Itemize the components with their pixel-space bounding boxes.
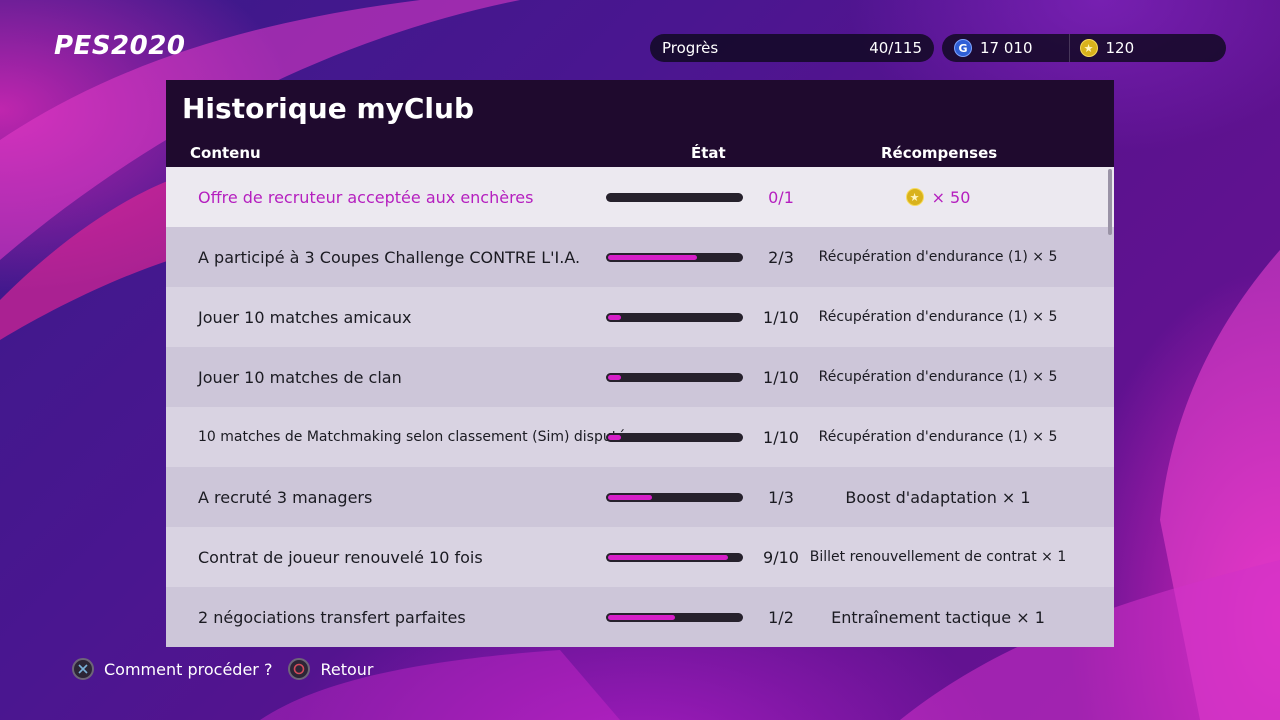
column-header-state: État bbox=[691, 144, 726, 162]
progress-bar bbox=[606, 432, 743, 442]
objective-state: 1/10 bbox=[763, 367, 799, 387]
progress-label: Progrès bbox=[662, 39, 719, 57]
footer-controls: Comment procéder ? Retour bbox=[72, 658, 373, 680]
objective-label: 2 négociations transfert parfaites bbox=[198, 607, 466, 627]
back-label[interactable]: Retour bbox=[320, 659, 374, 679]
reward-text: Récupération d'endurance (1) × 5 bbox=[818, 249, 1058, 265]
objective-row[interactable]: Contrat de joueur renouvelé 10 fois 9/10 B… bbox=[166, 527, 1114, 587]
coins-value: 120 bbox=[1105, 39, 1135, 57]
objective-reward: Billet renouvellement de contrat × 1 bbox=[810, 549, 1067, 565]
objective-label: Offre de recruteur acceptée aux enchères bbox=[198, 187, 534, 207]
progress-bar-fill bbox=[608, 374, 621, 380]
objective-row[interactable]: Offre de recruteur acceptée aux enchères… bbox=[166, 167, 1114, 227]
progress-bar-fill bbox=[608, 314, 621, 320]
objective-label: Contrat de joueur renouvelé 10 fois bbox=[198, 547, 483, 567]
reward-text: Entraînement tactique × 1 bbox=[831, 607, 1045, 627]
progress-bar bbox=[606, 252, 743, 262]
objective-state: 1/2 bbox=[768, 607, 794, 627]
game-logo: PES2020 bbox=[54, 31, 186, 61]
objective-reward: Récupération d'endurance (1) × 5 bbox=[814, 429, 1062, 445]
progress-bar bbox=[606, 552, 743, 562]
objective-state: 2/3 bbox=[768, 247, 794, 267]
objective-state: 1/10 bbox=[763, 307, 799, 327]
objectives-list[interactable]: Offre de recruteur acceptée aux enchères… bbox=[166, 167, 1114, 647]
progress-bar-fill bbox=[608, 254, 697, 260]
column-header-content: Contenu bbox=[190, 144, 261, 162]
scrollbar[interactable] bbox=[1108, 169, 1112, 235]
objective-state: 9/10 bbox=[763, 547, 799, 567]
progress-bar bbox=[606, 312, 743, 322]
objective-row[interactable]: 10 matches de Matchmaking selon classeme… bbox=[166, 407, 1114, 467]
page-title: Historique myClub bbox=[182, 92, 474, 125]
objective-state: 0/1 bbox=[768, 187, 794, 207]
circle-button-icon[interactable] bbox=[288, 658, 311, 680]
gp-coin-icon: G bbox=[954, 39, 972, 57]
panel-header: Historique myClub Contenu État Récompens… bbox=[166, 80, 1114, 167]
objective-row[interactable]: Jouer 10 matches amicaux 1/10 Récupération… bbox=[166, 287, 1114, 347]
reward-text: Billet renouvellement de contrat × 1 bbox=[809, 549, 1067, 565]
progress-bar-fill bbox=[608, 434, 621, 440]
progress-bar-fill bbox=[608, 554, 728, 560]
objective-state: 1/10 bbox=[763, 427, 799, 447]
column-header-rewards: Récompenses bbox=[881, 144, 998, 162]
progress-bar bbox=[606, 192, 743, 202]
objective-reward: Récupération d'endurance (1) × 5 bbox=[814, 249, 1062, 265]
objective-label: A participé à 3 Coupes Challenge CONTRE … bbox=[198, 247, 581, 267]
currency-hud: G 17 010 ★ 120 bbox=[942, 34, 1226, 62]
reward-text: Récupération d'endurance (1) × 5 bbox=[818, 429, 1058, 445]
objective-reward: Boost d'adaptation × 1 bbox=[814, 488, 1062, 507]
objective-state: 1/3 bbox=[768, 487, 794, 507]
objective-label: A recruté 3 managers bbox=[198, 487, 373, 507]
objective-reward: Entraînement tactique × 1 bbox=[814, 608, 1062, 627]
gp-value: 17 010 bbox=[980, 39, 1033, 57]
progress-value: 40/115 bbox=[869, 39, 922, 57]
progress-bar bbox=[606, 492, 743, 502]
coins-balance: ★ 120 bbox=[1079, 39, 1135, 57]
progress-hud: Progrès 40/115 bbox=[650, 34, 934, 62]
reward-text: Récupération d'endurance (1) × 5 bbox=[818, 369, 1058, 385]
reward-text: × 50 bbox=[931, 187, 971, 207]
objective-reward: Récupération d'endurance (1) × 5 bbox=[814, 309, 1062, 325]
objective-row[interactable]: A participé à 3 Coupes Challenge CONTRE … bbox=[166, 227, 1114, 287]
history-panel: Historique myClub Contenu État Récompens… bbox=[166, 80, 1114, 647]
gp-balance: G 17 010 bbox=[954, 39, 1033, 57]
cross-button-icon[interactable] bbox=[72, 658, 94, 680]
coin-star-icon: ★ bbox=[905, 188, 924, 206]
objective-label: 10 matches de Matchmaking selon classeme… bbox=[198, 429, 634, 445]
objective-row[interactable]: Jouer 10 matches de clan 1/10 Récupération… bbox=[166, 347, 1114, 407]
reward-text: Récupération d'endurance (1) × 5 bbox=[818, 309, 1058, 325]
objective-row[interactable]: A recruté 3 managers 1/3 Boost d'adaptatio… bbox=[166, 467, 1114, 527]
coin-star-icon: ★ bbox=[1079, 39, 1098, 57]
objective-label: Jouer 10 matches amicaux bbox=[198, 307, 412, 327]
objective-row[interactable]: 2 négociations transfert parfaites 1/2 Ent… bbox=[166, 587, 1114, 647]
objective-label: Jouer 10 matches de clan bbox=[198, 367, 402, 387]
objective-reward: ★ × 50 bbox=[814, 188, 1062, 207]
hud-divider bbox=[1068, 34, 1070, 62]
progress-bar-fill bbox=[608, 614, 675, 620]
help-label[interactable]: Comment procéder ? bbox=[104, 659, 273, 679]
reward-text: Boost d'adaptation × 1 bbox=[845, 487, 1031, 507]
progress-bar bbox=[606, 612, 743, 622]
progress-bar-fill bbox=[608, 494, 652, 500]
progress-bar bbox=[606, 372, 743, 382]
objective-reward: Récupération d'endurance (1) × 5 bbox=[814, 369, 1062, 385]
